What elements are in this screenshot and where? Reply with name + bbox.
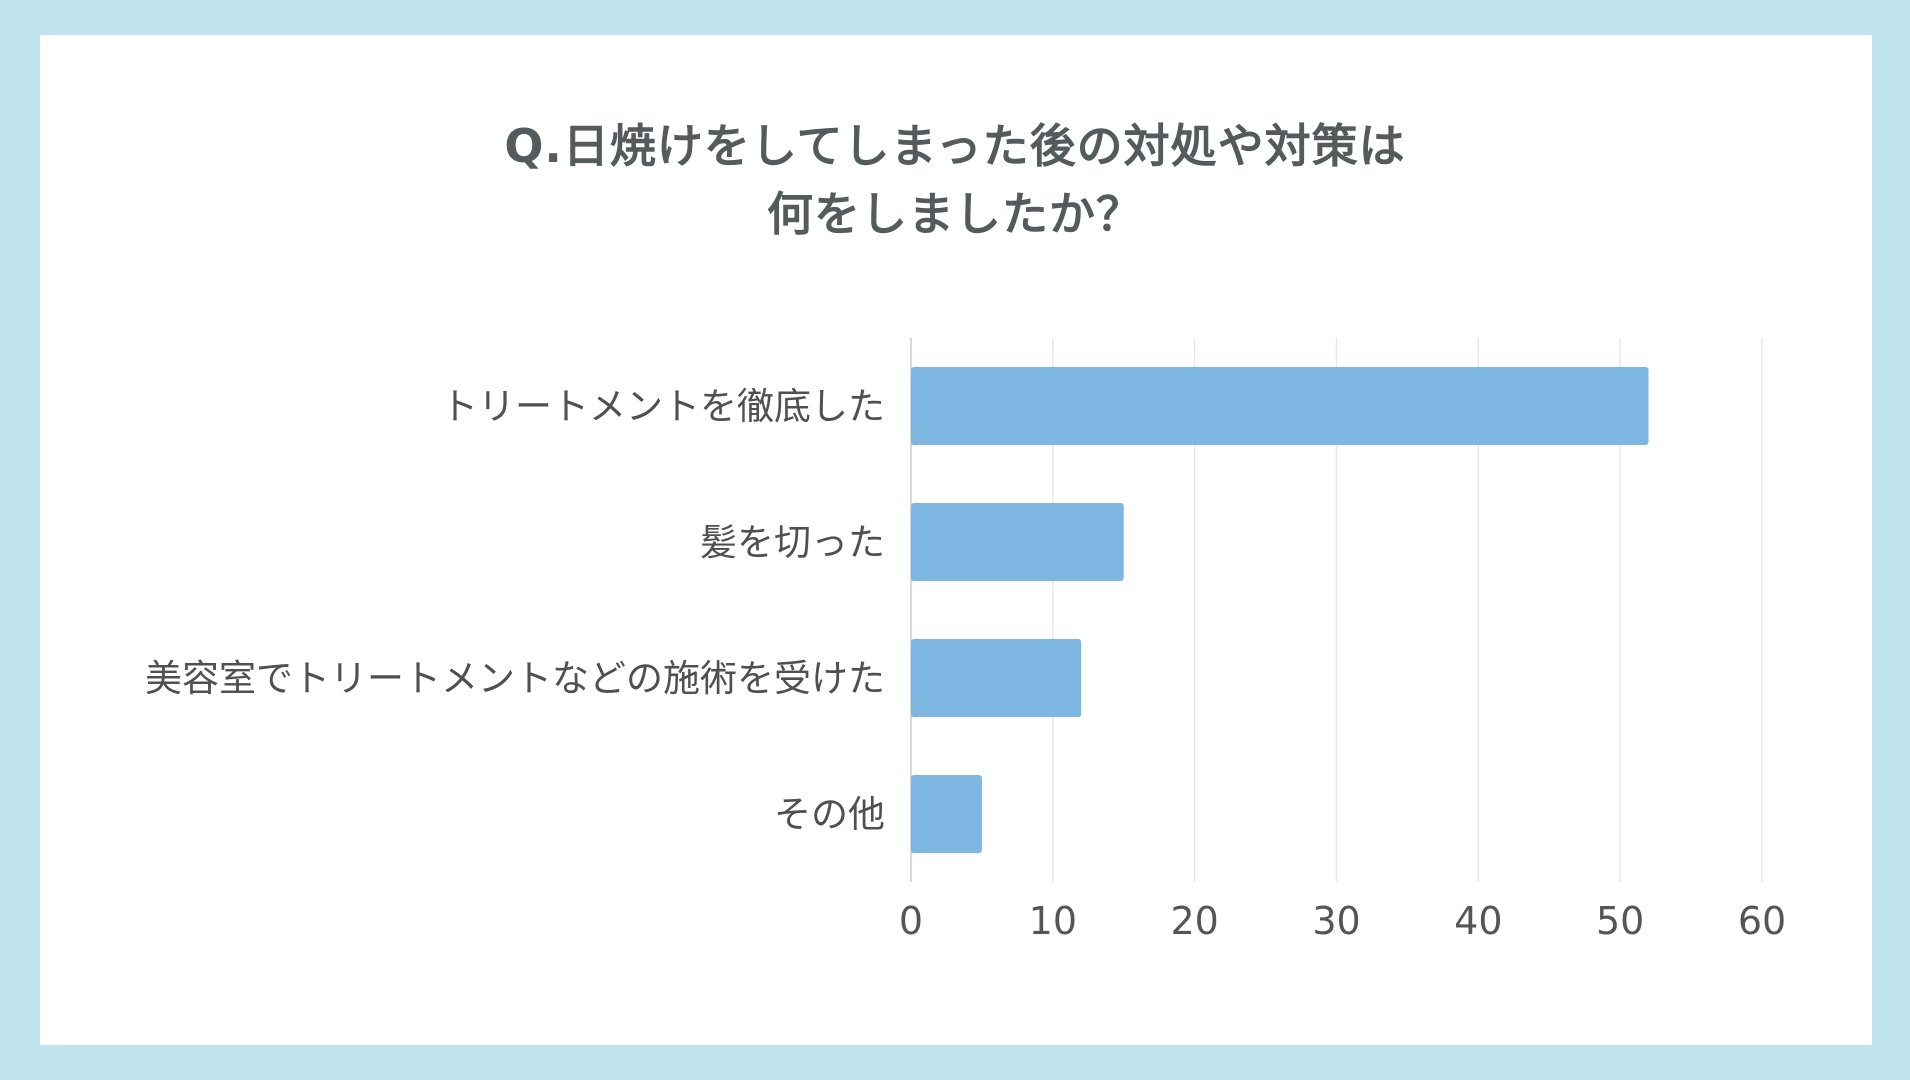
bar-1 bbox=[911, 503, 1124, 581]
chart-title-line-2: 何をしましたか？ bbox=[767, 187, 1143, 241]
category-label-1: 髪を切った bbox=[700, 521, 885, 564]
category-label-0: トリートメントを徹底した bbox=[441, 385, 885, 428]
bar-2 bbox=[911, 639, 1082, 717]
bars bbox=[911, 367, 1649, 853]
x-tick-label-0: 0 bbox=[899, 899, 923, 943]
category-label-2: 美容室でトリートメントなどの施術を受けた bbox=[145, 657, 885, 700]
bar-0 bbox=[911, 367, 1649, 445]
x-tick-label-40: 40 bbox=[1454, 899, 1502, 943]
x-tick-label-10: 10 bbox=[1029, 899, 1077, 943]
bar-3 bbox=[911, 775, 982, 853]
x-tick-label-50: 50 bbox=[1596, 899, 1644, 943]
category-label-3: その他 bbox=[774, 793, 885, 836]
x-tick-labels: 0 10 20 30 40 50 60 bbox=[899, 899, 1786, 943]
x-tick-label-20: 20 bbox=[1170, 899, 1218, 943]
x-tick-label-30: 30 bbox=[1312, 899, 1360, 943]
x-tick-label-60: 60 bbox=[1738, 899, 1786, 943]
chart-title-line-1: Q.日焼けをしてしまった後の対処や対策は bbox=[504, 119, 1406, 173]
